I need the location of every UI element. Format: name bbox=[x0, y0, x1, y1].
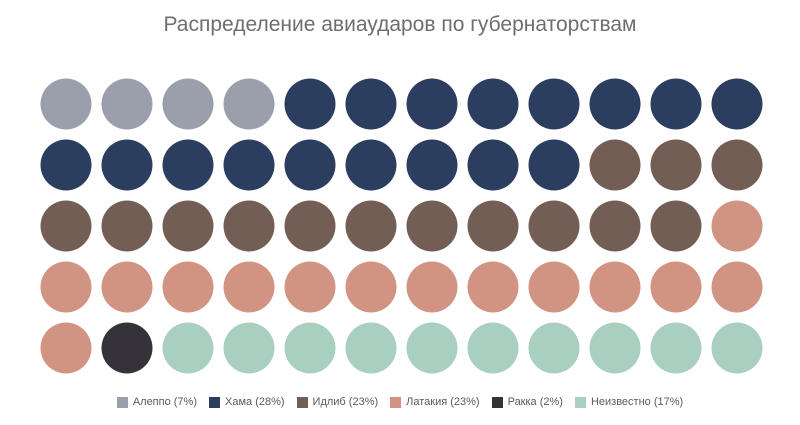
waffle-dot-Неизвестно bbox=[589, 322, 641, 374]
waffle-dot-Идлиб bbox=[223, 200, 275, 252]
waffle-dot-Хама bbox=[284, 78, 336, 130]
waffle-dot-Хама bbox=[223, 139, 275, 191]
waffle-dot-Идлиб bbox=[406, 200, 458, 252]
waffle-dot-Идлиб bbox=[650, 200, 702, 252]
legend-item[interactable]: Хама (28%) bbox=[209, 396, 285, 408]
waffle-dot-Латакия bbox=[406, 261, 458, 313]
waffle-dot-Алеппо bbox=[40, 78, 92, 130]
legend-swatch bbox=[574, 396, 586, 408]
waffle-dot-Хама bbox=[711, 78, 763, 130]
waffle-dot-Хама bbox=[406, 139, 458, 191]
waffle-dot-Хама bbox=[589, 78, 641, 130]
waffle-dot-Латакия bbox=[650, 261, 702, 313]
legend-label: Алеппо (7%) bbox=[132, 396, 197, 408]
waffle-dot-Хама bbox=[467, 139, 519, 191]
waffle-dot-Хама bbox=[284, 139, 336, 191]
waffle-dot-Хама bbox=[467, 78, 519, 130]
waffle-dot-Латакия bbox=[711, 261, 763, 313]
waffle-dot-Хама bbox=[101, 139, 153, 191]
waffle-dot-Хама bbox=[406, 78, 458, 130]
waffle-dot-Идлиб bbox=[162, 200, 214, 252]
legend-item[interactable]: Латакия (23%) bbox=[390, 396, 480, 408]
waffle-dot-Неизвестно bbox=[528, 322, 580, 374]
legend-swatch bbox=[491, 396, 503, 408]
waffle-dot-Неизвестно bbox=[467, 322, 519, 374]
waffle-dot-Идлиб bbox=[711, 139, 763, 191]
waffle-dot-Латакия bbox=[467, 261, 519, 313]
chart-title: Распределение авиаударов по губернаторст… bbox=[163, 13, 637, 36]
legend-item[interactable]: Алеппо (7%) bbox=[116, 396, 197, 408]
waffle-chart bbox=[40, 78, 763, 374]
waffle-dot-Латакия bbox=[711, 200, 763, 252]
waffle-dot-Идлиб bbox=[589, 139, 641, 191]
legend-swatch bbox=[390, 396, 402, 408]
waffle-dot-Латакия bbox=[284, 261, 336, 313]
waffle-dot-Идлиб bbox=[345, 200, 397, 252]
waffle-dot-Идлиб bbox=[467, 200, 519, 252]
legend-label: Неизвестно (17%) bbox=[590, 396, 684, 408]
waffle-dot-Хама bbox=[528, 78, 580, 130]
waffle-dot-Идлиб bbox=[589, 200, 641, 252]
waffle-dot-Латакия bbox=[589, 261, 641, 313]
legend: Алеппо (7%) Хама (28%) Идлиб (23%) Латакия … bbox=[0, 396, 800, 408]
waffle-dot-Латакия bbox=[40, 261, 92, 313]
waffle-dot-Неизвестно bbox=[711, 322, 763, 374]
legend-swatch bbox=[116, 396, 128, 408]
waffle-dot-Ракка bbox=[101, 322, 153, 374]
legend-label: Ракка (2%) bbox=[507, 396, 563, 408]
waffle-dot-Неизвестно bbox=[345, 322, 397, 374]
legend-item[interactable]: Идлиб (23%) bbox=[296, 396, 379, 408]
waffle-dot-Идлиб bbox=[650, 139, 702, 191]
waffle-dot-Хама bbox=[650, 78, 702, 130]
legend-label: Латакия (23%) bbox=[406, 396, 480, 408]
waffle-dot-Алеппо bbox=[162, 78, 214, 130]
waffle-dot-Алеппо bbox=[101, 78, 153, 130]
waffle-dot-Хама bbox=[40, 139, 92, 191]
waffle-dot-Неизвестно bbox=[406, 322, 458, 374]
legend-label: Хама (28%) bbox=[225, 396, 285, 408]
waffle-dot-Неизвестно bbox=[284, 322, 336, 374]
waffle-dot-Хама bbox=[345, 78, 397, 130]
legend-swatch bbox=[209, 396, 220, 408]
waffle-dot-Латакия bbox=[40, 322, 92, 374]
waffle-dot-Хама bbox=[345, 139, 397, 191]
waffle-dot-Идлиб bbox=[528, 200, 580, 252]
waffle-dot-Хама bbox=[162, 139, 214, 191]
waffle-dot-Неизвестно bbox=[223, 322, 275, 374]
waffle-dot-Латакия bbox=[528, 261, 580, 313]
waffle-dot-Хама bbox=[528, 139, 580, 191]
waffle-dot-Алеппо bbox=[223, 78, 275, 130]
waffle-dot-Идлиб bbox=[101, 200, 153, 252]
legend-swatch bbox=[296, 396, 308, 408]
legend-item[interactable]: Ракка (2%) bbox=[491, 396, 563, 408]
waffle-dot-Латакия bbox=[162, 261, 214, 313]
waffle-dot-Латакия bbox=[345, 261, 397, 313]
waffle-dot-Идлиб bbox=[284, 200, 336, 252]
legend-item[interactable]: Неизвестно (17%) bbox=[574, 396, 684, 408]
waffle-dot-Неизвестно bbox=[650, 322, 702, 374]
waffle-dot-Неизвестно bbox=[162, 322, 214, 374]
waffle-dot-Латакия bbox=[101, 261, 153, 313]
waffle-dot-Латакия bbox=[223, 261, 275, 313]
legend-label: Идлиб (23%) bbox=[312, 396, 379, 408]
waffle-dot-Идлиб bbox=[40, 200, 92, 252]
